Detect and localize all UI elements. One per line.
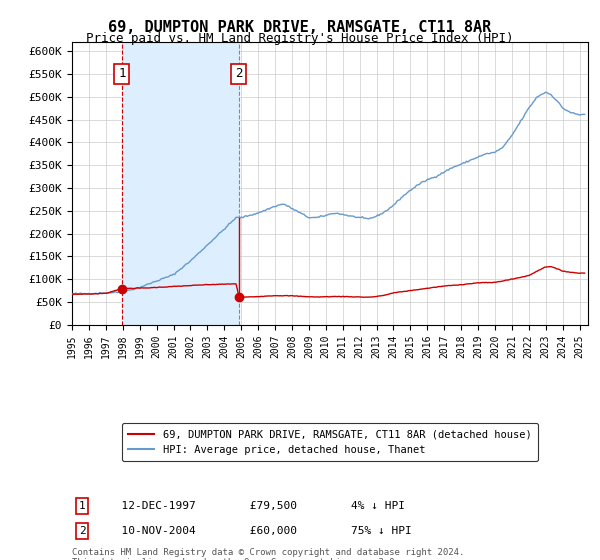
Text: 12-DEC-1997        £79,500        4% ↓ HPI: 12-DEC-1997 £79,500 4% ↓ HPI: [108, 501, 405, 511]
Text: 2: 2: [79, 526, 86, 536]
Bar: [122, 42, 239, 325]
Text: 69, DUMPTON PARK DRIVE, RAMSGATE, CT11 8AR: 69, DUMPTON PARK DRIVE, RAMSGATE, CT11 8…: [109, 20, 491, 35]
Text: 10-NOV-2004        £60,000        75% ↓ HPI: 10-NOV-2004 £60,000 75% ↓ HPI: [108, 526, 412, 536]
Text: Price paid vs. HM Land Registry's House Price Index (HPI): Price paid vs. HM Land Registry's House …: [86, 32, 514, 45]
Text: Contains HM Land Registry data © Crown copyright and database right 2024.
This d: Contains HM Land Registry data © Crown c…: [72, 548, 464, 560]
Text: 1: 1: [118, 67, 125, 81]
Legend: 69, DUMPTON PARK DRIVE, RAMSGATE, CT11 8AR (detached house), HPI: Average price,: 69, DUMPTON PARK DRIVE, RAMSGATE, CT11 8…: [122, 423, 538, 461]
Text: 1: 1: [79, 501, 86, 511]
Text: 2: 2: [235, 67, 243, 81]
